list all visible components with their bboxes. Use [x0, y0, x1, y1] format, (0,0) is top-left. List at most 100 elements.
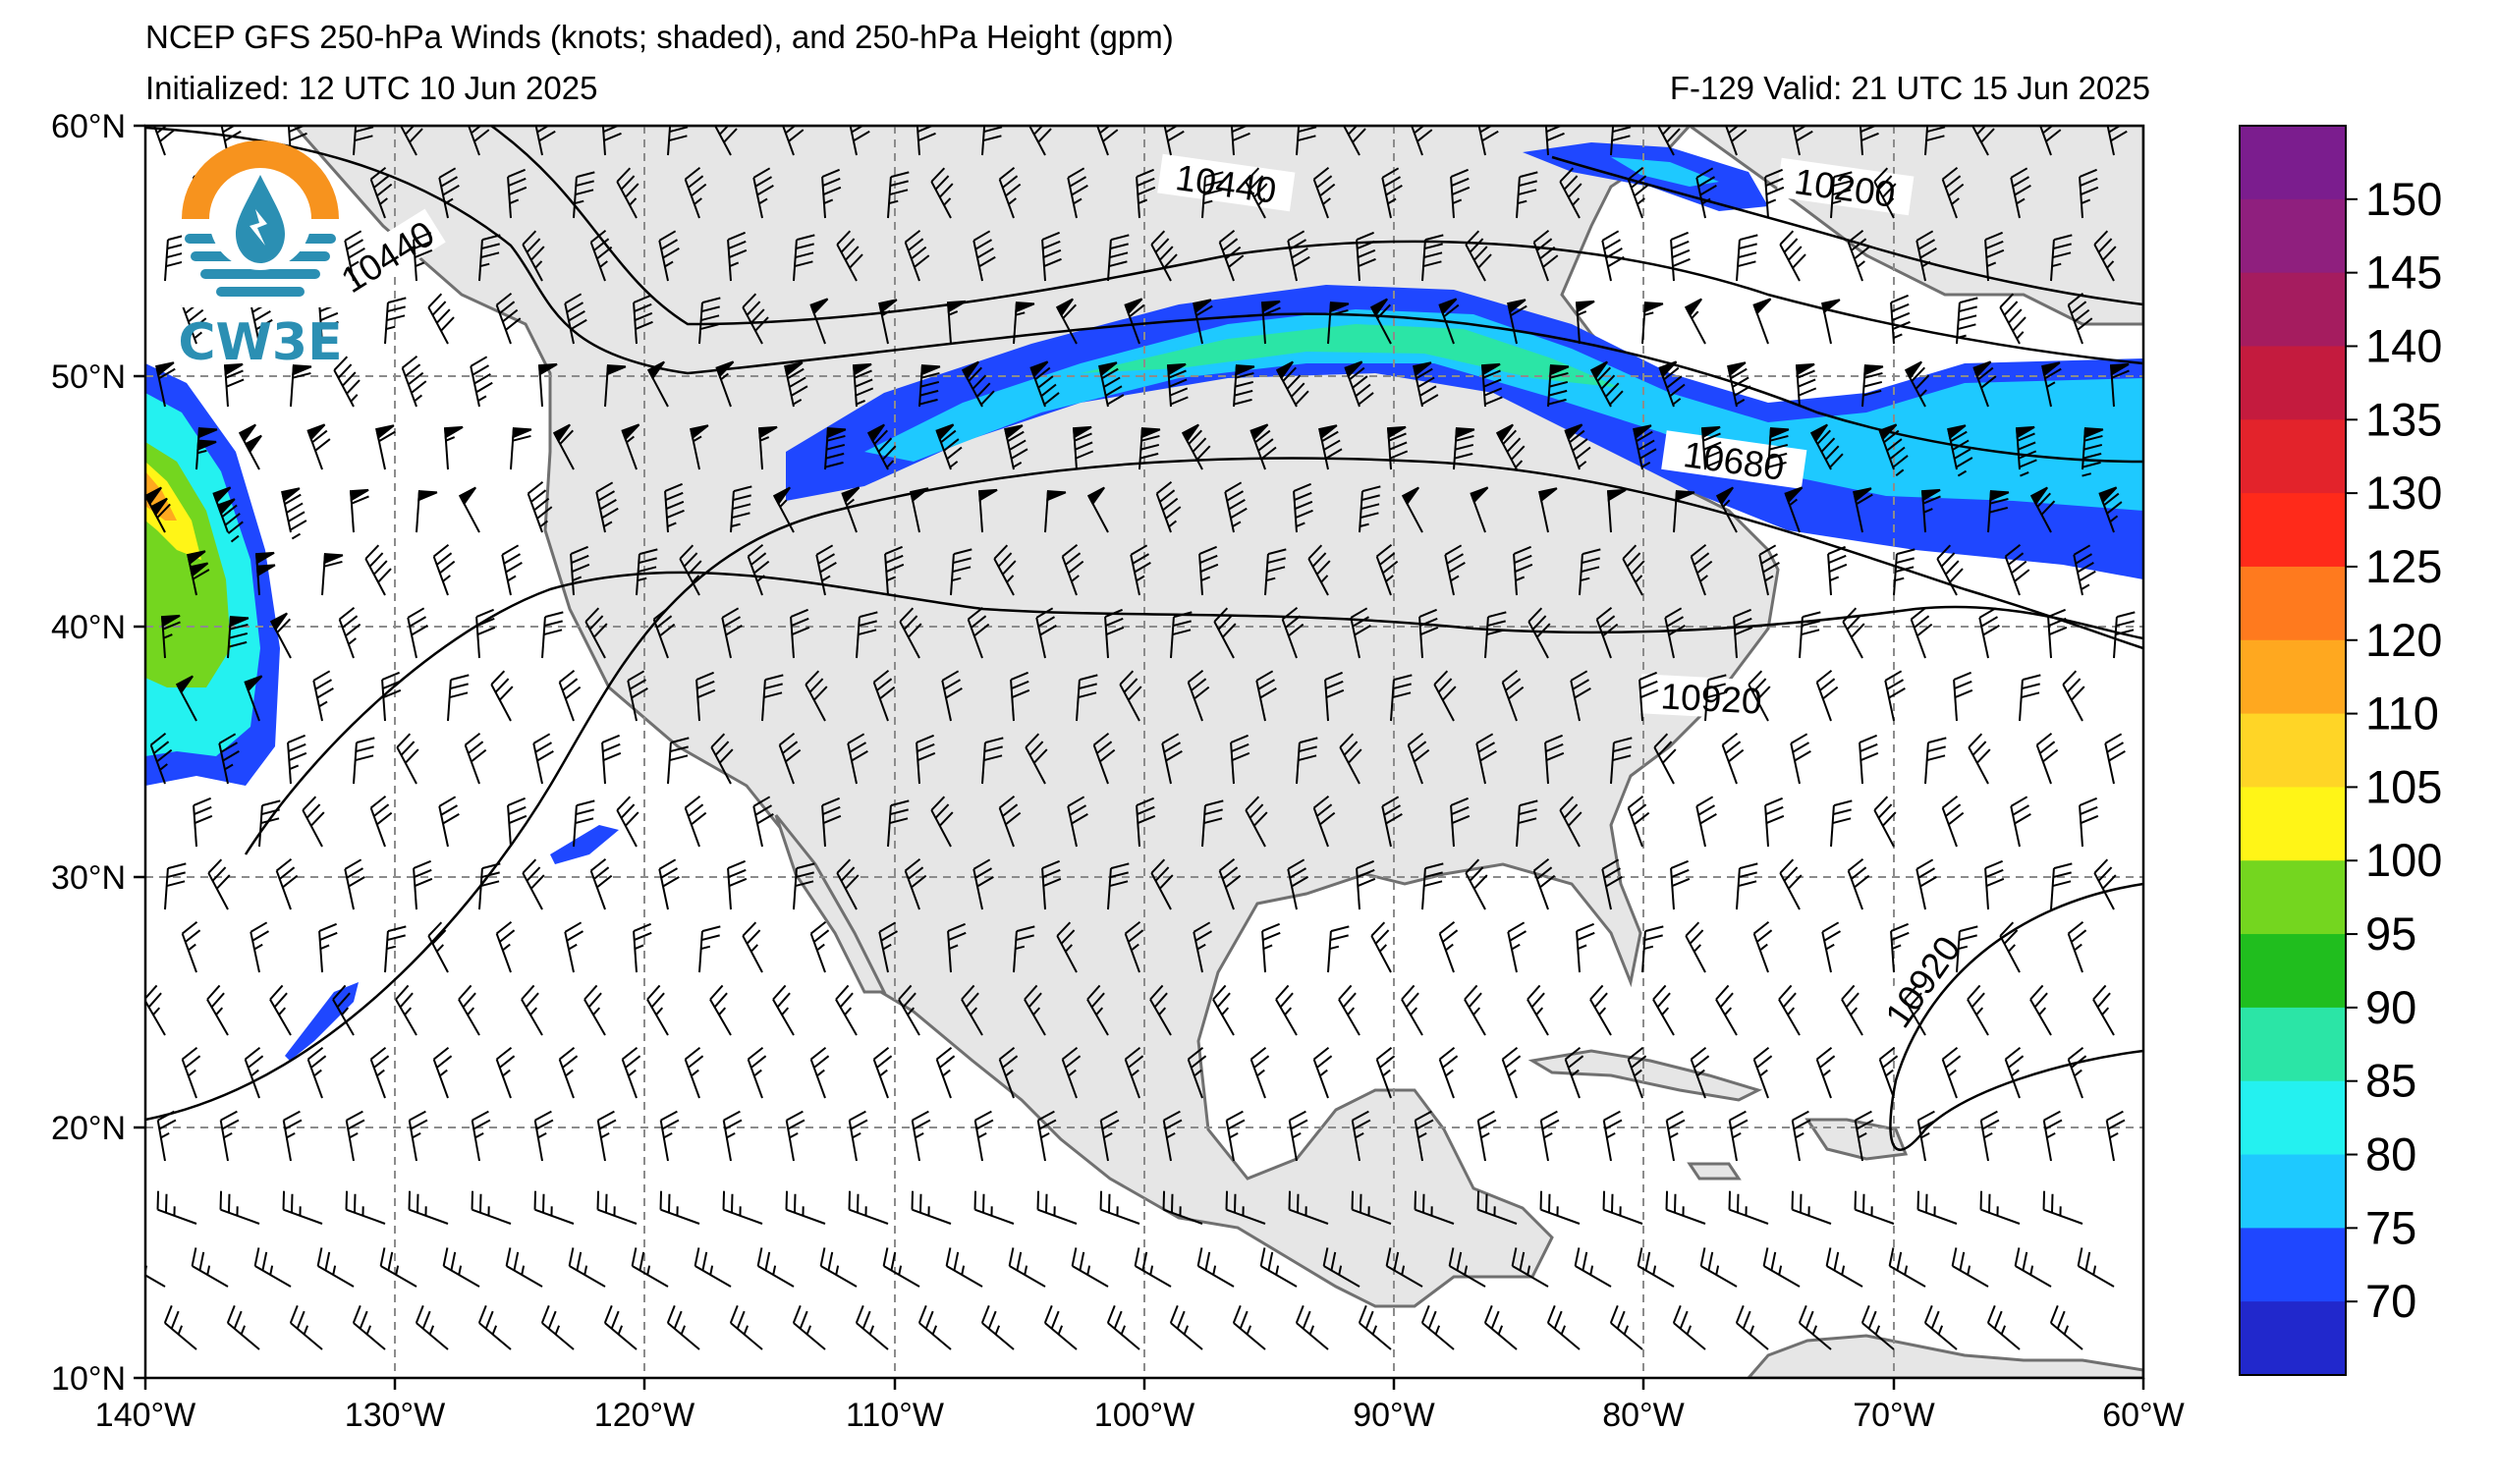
wind-barb — [1941, 795, 1965, 848]
wind-barb — [1061, 543, 1084, 596]
wind-barb — [752, 796, 774, 848]
wind-barb — [1579, 548, 1601, 596]
wind-barb — [244, 675, 263, 722]
wind-barb — [1453, 427, 1475, 470]
wind-barb — [219, 1110, 240, 1162]
wind-barb — [2029, 984, 2052, 1036]
wind-barb — [2067, 292, 2093, 345]
wind-barb — [1004, 424, 1028, 470]
wind-barb — [478, 862, 501, 910]
wind-barb — [568, 1247, 606, 1288]
wind-barb — [552, 423, 575, 470]
wind-barb — [1024, 984, 1046, 1036]
wind-barb — [887, 171, 910, 219]
wind-barb — [1830, 799, 1853, 848]
colorbar-bin — [2240, 1080, 2346, 1156]
wind-barb — [855, 1304, 889, 1350]
wind-barb — [1296, 737, 1318, 785]
wind-barb — [1438, 1046, 1459, 1099]
wind-barb — [1547, 364, 1570, 408]
wind-barb — [972, 858, 994, 910]
wind-barb — [1641, 925, 1664, 973]
colorbar-bin — [2240, 126, 2346, 200]
wind-barb — [758, 425, 778, 470]
wind-barb — [1401, 486, 1423, 533]
colorbar-label: 140 — [2365, 319, 2442, 371]
wind-barb — [1086, 984, 1109, 1036]
wind-barb — [191, 1247, 229, 1288]
wind-barb — [164, 862, 187, 910]
wind-barb — [369, 166, 393, 219]
wind-barb — [793, 234, 815, 282]
wind-barb — [1232, 1304, 1266, 1350]
wind-barb — [1067, 796, 1088, 848]
wind-barb — [1225, 1110, 1246, 1162]
axis-ticks — [134, 124, 2145, 1390]
wind-barb — [1999, 293, 2026, 345]
wind-barb — [2093, 230, 2117, 282]
wind-barb — [415, 1304, 449, 1350]
wind-barb — [1107, 862, 1130, 910]
wind-barb — [1096, 126, 1119, 156]
colorbar-label: 85 — [2365, 1055, 2416, 1107]
wind-barb — [836, 230, 863, 282]
wind-barb — [633, 294, 653, 345]
wind-barb — [1438, 920, 1459, 973]
wind-barb — [1607, 488, 1627, 533]
wind-barb — [1187, 669, 1210, 722]
wind-barb — [1370, 921, 1392, 973]
wind-barb — [821, 797, 842, 848]
wind-barb — [1264, 548, 1287, 596]
wind-barb — [501, 544, 523, 596]
wind-barb — [918, 364, 941, 408]
wind-barb — [667, 126, 689, 156]
wind-barb — [1444, 544, 1466, 596]
wind-barb — [1779, 230, 1806, 282]
wind-barb — [1941, 1046, 1962, 1099]
wind-barb — [1344, 360, 1374, 408]
wind-barb — [1564, 423, 1591, 470]
wind-barb — [364, 544, 392, 596]
wind-barb — [1589, 360, 1624, 408]
wind-barb — [384, 297, 407, 345]
wind-barb — [722, 1110, 743, 1162]
wind-barb — [1448, 1247, 1486, 1288]
wind-barb — [206, 984, 229, 1036]
wind-barb — [250, 921, 270, 973]
wind-barb — [848, 1190, 889, 1225]
wind-barb — [1904, 360, 1930, 408]
wind-barb — [258, 799, 281, 848]
wind-barb — [1665, 1190, 1706, 1225]
wind-barb — [631, 1247, 669, 1288]
wind-barb — [809, 298, 829, 345]
wind-barb — [438, 796, 460, 848]
wind-barb — [1685, 921, 1706, 973]
wind-barb — [413, 231, 433, 282]
wind-barb — [269, 612, 292, 659]
wind-barb — [1099, 1110, 1120, 1162]
wind-barb — [1764, 797, 1785, 848]
wind-barb — [495, 1046, 516, 1099]
wind-barb — [1690, 1046, 1710, 1099]
wind-barb — [782, 126, 805, 156]
wind-barb — [1339, 733, 1362, 785]
wind-barb — [1036, 1190, 1078, 1225]
wind-barb — [344, 230, 365, 282]
wind-barb — [1910, 606, 1933, 659]
wind-barb — [722, 1190, 763, 1225]
wind-barb — [1638, 671, 1659, 722]
wind-barb — [2010, 167, 2031, 219]
colorbar-bin — [2240, 1301, 2346, 1376]
wind-barb — [1653, 733, 1677, 785]
lon-label-130w: 130°W — [345, 1397, 445, 1434]
wind-barb — [312, 670, 334, 722]
wind-barb — [2082, 427, 2104, 477]
wind-barb — [603, 1304, 638, 1350]
wind-barb — [998, 795, 1022, 848]
wind-barb — [849, 126, 870, 156]
wind-barb — [1149, 984, 1172, 1036]
wind-barb — [1161, 733, 1183, 785]
wind-barb — [212, 486, 244, 543]
wind-barb — [332, 984, 355, 1036]
colorbar-label: 75 — [2365, 1201, 2416, 1253]
